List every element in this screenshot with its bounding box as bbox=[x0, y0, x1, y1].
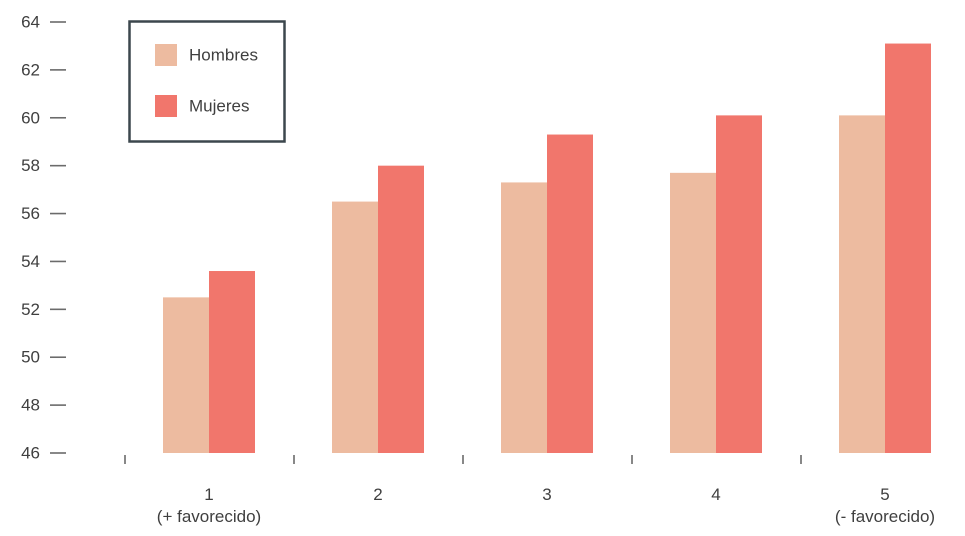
y-tick-label: 52 bbox=[21, 300, 40, 319]
bar-mujeres-4 bbox=[716, 115, 762, 453]
x-tick-label: (- favorecido) bbox=[835, 507, 935, 526]
y-tick-label: 48 bbox=[21, 396, 40, 415]
bar-hombres-2 bbox=[332, 201, 378, 453]
bar-hombres-5 bbox=[839, 115, 885, 453]
bar-hombres-4 bbox=[670, 172, 716, 453]
y-tick-label: 56 bbox=[21, 204, 40, 223]
y-tick-label: 58 bbox=[21, 156, 40, 175]
x-tick-label: 1 bbox=[204, 485, 213, 504]
x-tick-label: 2 bbox=[373, 485, 382, 504]
x-tick-label: (+ favorecido) bbox=[157, 507, 261, 526]
x-tick-label: 5 bbox=[880, 485, 889, 504]
y-tick-label: 64 bbox=[21, 13, 40, 32]
legend-swatch-hombres bbox=[155, 44, 177, 66]
y-tick-label: 46 bbox=[21, 444, 40, 463]
bar-hombres-1 bbox=[163, 297, 209, 453]
legend-label-mujeres: Mujeres bbox=[189, 97, 249, 116]
legend-swatch-mujeres bbox=[155, 95, 177, 117]
x-tick-label: 4 bbox=[711, 485, 720, 504]
legend: Hombres Mujeres bbox=[128, 20, 286, 143]
legend-box bbox=[128, 20, 286, 143]
y-tick-label: 54 bbox=[21, 252, 40, 271]
bar-mujeres-2 bbox=[378, 165, 424, 453]
x-tick-label: 3 bbox=[542, 485, 551, 504]
legend-label-hombres: Hombres bbox=[189, 46, 258, 65]
bar-mujeres-5 bbox=[885, 43, 931, 454]
bars bbox=[163, 43, 931, 454]
bar-hombres-3 bbox=[501, 182, 547, 453]
bar-mujeres-3 bbox=[547, 134, 593, 454]
x-axis: 1 (+ favorecido) 2 3 4 5 (- favorecido) bbox=[124, 455, 935, 526]
bar-mujeres-1 bbox=[209, 271, 255, 453]
y-tick-label: 60 bbox=[21, 108, 40, 127]
y-tick-label: 50 bbox=[21, 348, 40, 367]
y-axis: 46 48 50 52 54 56 58 60 62 64 bbox=[21, 13, 66, 463]
y-tick-label: 62 bbox=[21, 60, 40, 79]
